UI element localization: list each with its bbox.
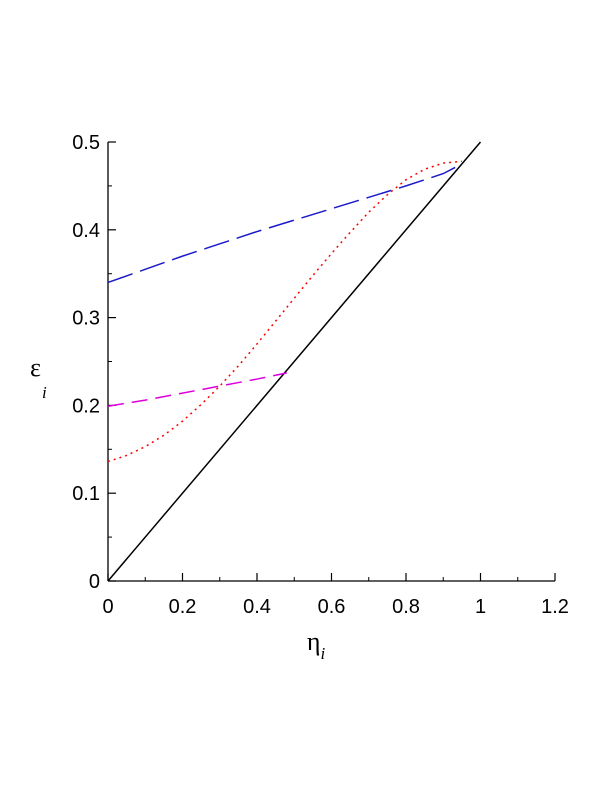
y-axis-label: εi [30,353,47,402]
series-layer [107,141,482,582]
series-dashed-line [107,372,287,408]
series-solid-line [107,141,482,582]
x-tick-label: 0.2 [169,596,197,618]
y-tick-label: 0.1 [72,483,100,505]
x-axis-label-base: η [307,627,321,656]
y-axis-label-base: ε [30,353,41,382]
x-axis-label: ηi [307,627,326,663]
x-tick-label: 0 [102,596,113,618]
x-axis-label-sub: i [320,644,325,663]
y-tick-label: 0.5 [72,132,100,154]
axes [107,142,555,582]
y-tick-label: 0 [89,571,100,593]
y-tick-label: 0.3 [72,308,100,330]
y-axis-label-sub: i [42,383,47,402]
x-tick-label: 0.8 [392,596,420,618]
y-tick-label: 0.2 [72,395,100,417]
x-ticks: 0 0.2 0.4 0.6 0.8 1 1.2 [102,573,569,618]
series-long-dash-line [107,163,463,284]
y-ticks: 0 0.1 0.2 0.3 0.4 0.5 [72,132,116,593]
x-tick-label: 1 [475,596,486,618]
x-tick-label: 0.6 [318,596,346,618]
x-tick-label: 0.4 [243,596,271,618]
series-dotted-line [107,160,462,463]
x-tick-label: 1.2 [541,596,569,618]
y-tick-label: 0.4 [72,220,100,242]
